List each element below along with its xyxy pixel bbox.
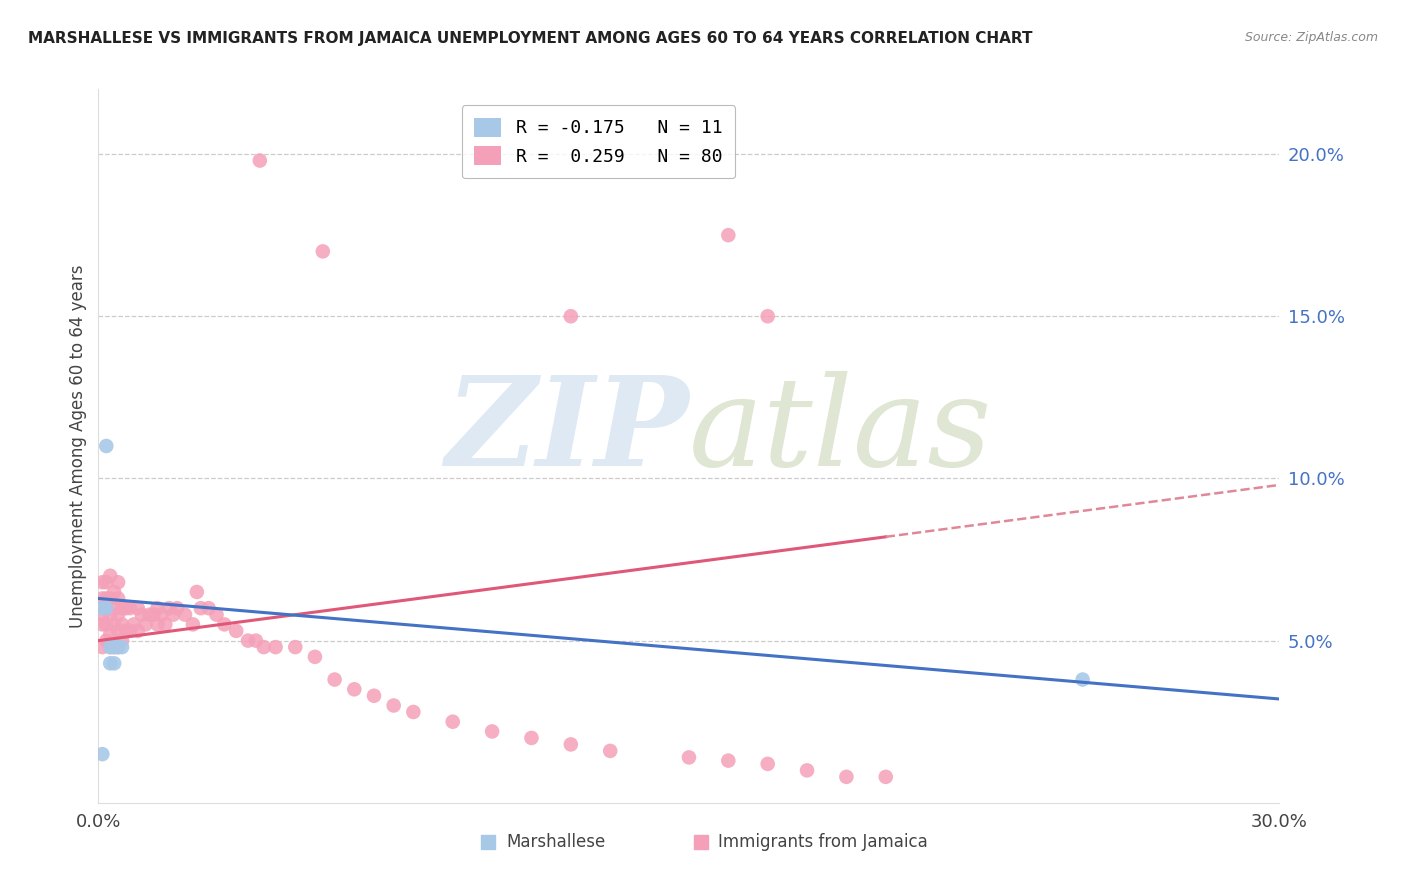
Point xyxy=(756,756,779,771)
Point xyxy=(127,601,149,615)
Text: atlas: atlas xyxy=(689,371,993,492)
Point xyxy=(441,714,464,729)
Point xyxy=(135,617,157,632)
Point xyxy=(166,601,188,615)
Point xyxy=(98,568,121,582)
Point xyxy=(98,640,121,654)
Point xyxy=(875,770,897,784)
Point xyxy=(98,591,121,606)
Point xyxy=(91,575,114,590)
Point xyxy=(205,607,228,622)
Point xyxy=(174,607,197,622)
Point xyxy=(323,673,346,687)
Point xyxy=(91,747,114,761)
Point xyxy=(225,624,247,638)
Point xyxy=(96,575,118,590)
Point xyxy=(142,607,165,622)
Point xyxy=(103,617,125,632)
Legend: R = -0.175   N = 11, R =  0.259   N = 80: R = -0.175 N = 11, R = 0.259 N = 80 xyxy=(461,105,735,178)
Point xyxy=(214,617,236,632)
Point xyxy=(96,601,118,615)
Point xyxy=(96,439,118,453)
Point xyxy=(107,640,129,654)
Point xyxy=(264,640,287,654)
Point xyxy=(717,754,740,768)
Point xyxy=(157,601,180,615)
Text: ZIP: ZIP xyxy=(446,371,689,492)
Point xyxy=(146,617,169,632)
Point xyxy=(150,607,173,622)
Text: Source: ZipAtlas.com: Source: ZipAtlas.com xyxy=(1244,31,1378,45)
Point xyxy=(91,601,114,615)
Point xyxy=(304,649,326,664)
Point xyxy=(382,698,405,713)
Point xyxy=(678,750,700,764)
Point xyxy=(245,633,267,648)
Point xyxy=(96,591,118,606)
Point xyxy=(96,601,118,615)
Point xyxy=(98,627,121,641)
Point xyxy=(91,617,114,632)
Point xyxy=(103,601,125,615)
Point xyxy=(115,624,138,638)
Point xyxy=(107,575,129,590)
Point xyxy=(107,624,129,638)
Point xyxy=(835,770,858,784)
Point xyxy=(122,617,145,632)
Point xyxy=(118,624,141,638)
Point xyxy=(111,601,134,615)
Point xyxy=(1071,673,1094,687)
Point xyxy=(284,640,307,654)
Point xyxy=(343,682,366,697)
Point xyxy=(520,731,543,745)
Point xyxy=(103,640,125,654)
Point xyxy=(756,310,779,324)
Point xyxy=(98,657,121,671)
Point xyxy=(103,657,125,671)
Point xyxy=(91,640,114,654)
Point xyxy=(131,607,153,622)
Point xyxy=(560,738,582,752)
Point xyxy=(115,601,138,615)
Point xyxy=(312,244,335,259)
Text: MARSHALLESE VS IMMIGRANTS FROM JAMAICA UNEMPLOYMENT AMONG AGES 60 TO 64 YEARS CO: MARSHALLESE VS IMMIGRANTS FROM JAMAICA U… xyxy=(28,31,1032,46)
Point xyxy=(107,607,129,622)
Point xyxy=(181,617,204,632)
Point xyxy=(796,764,818,778)
Point xyxy=(236,633,259,648)
Point xyxy=(162,607,184,622)
Y-axis label: Unemployment Among Ages 60 to 64 years: Unemployment Among Ages 60 to 64 years xyxy=(69,264,87,628)
Point xyxy=(155,617,177,632)
Point xyxy=(98,607,121,622)
Point xyxy=(96,617,118,632)
Point xyxy=(249,153,271,168)
Point xyxy=(363,689,385,703)
Point xyxy=(91,607,114,622)
Point xyxy=(717,228,740,243)
Point xyxy=(146,601,169,615)
Point xyxy=(599,744,621,758)
Point xyxy=(481,724,503,739)
Point xyxy=(103,640,125,654)
Point xyxy=(103,585,125,599)
Point xyxy=(111,633,134,648)
Point xyxy=(107,640,129,654)
Point xyxy=(197,601,219,615)
Point xyxy=(560,310,582,324)
Point xyxy=(138,607,160,622)
Point xyxy=(111,640,134,654)
Point xyxy=(111,617,134,632)
Point xyxy=(98,640,121,654)
Text: Immigrants from Jamaica: Immigrants from Jamaica xyxy=(718,833,928,851)
Point xyxy=(186,585,208,599)
Point xyxy=(127,624,149,638)
Point xyxy=(402,705,425,719)
Point xyxy=(107,591,129,606)
Point xyxy=(96,633,118,648)
Point xyxy=(118,601,141,615)
Point xyxy=(91,591,114,606)
Point xyxy=(190,601,212,615)
Text: Marshallese: Marshallese xyxy=(506,833,605,851)
Point xyxy=(253,640,276,654)
